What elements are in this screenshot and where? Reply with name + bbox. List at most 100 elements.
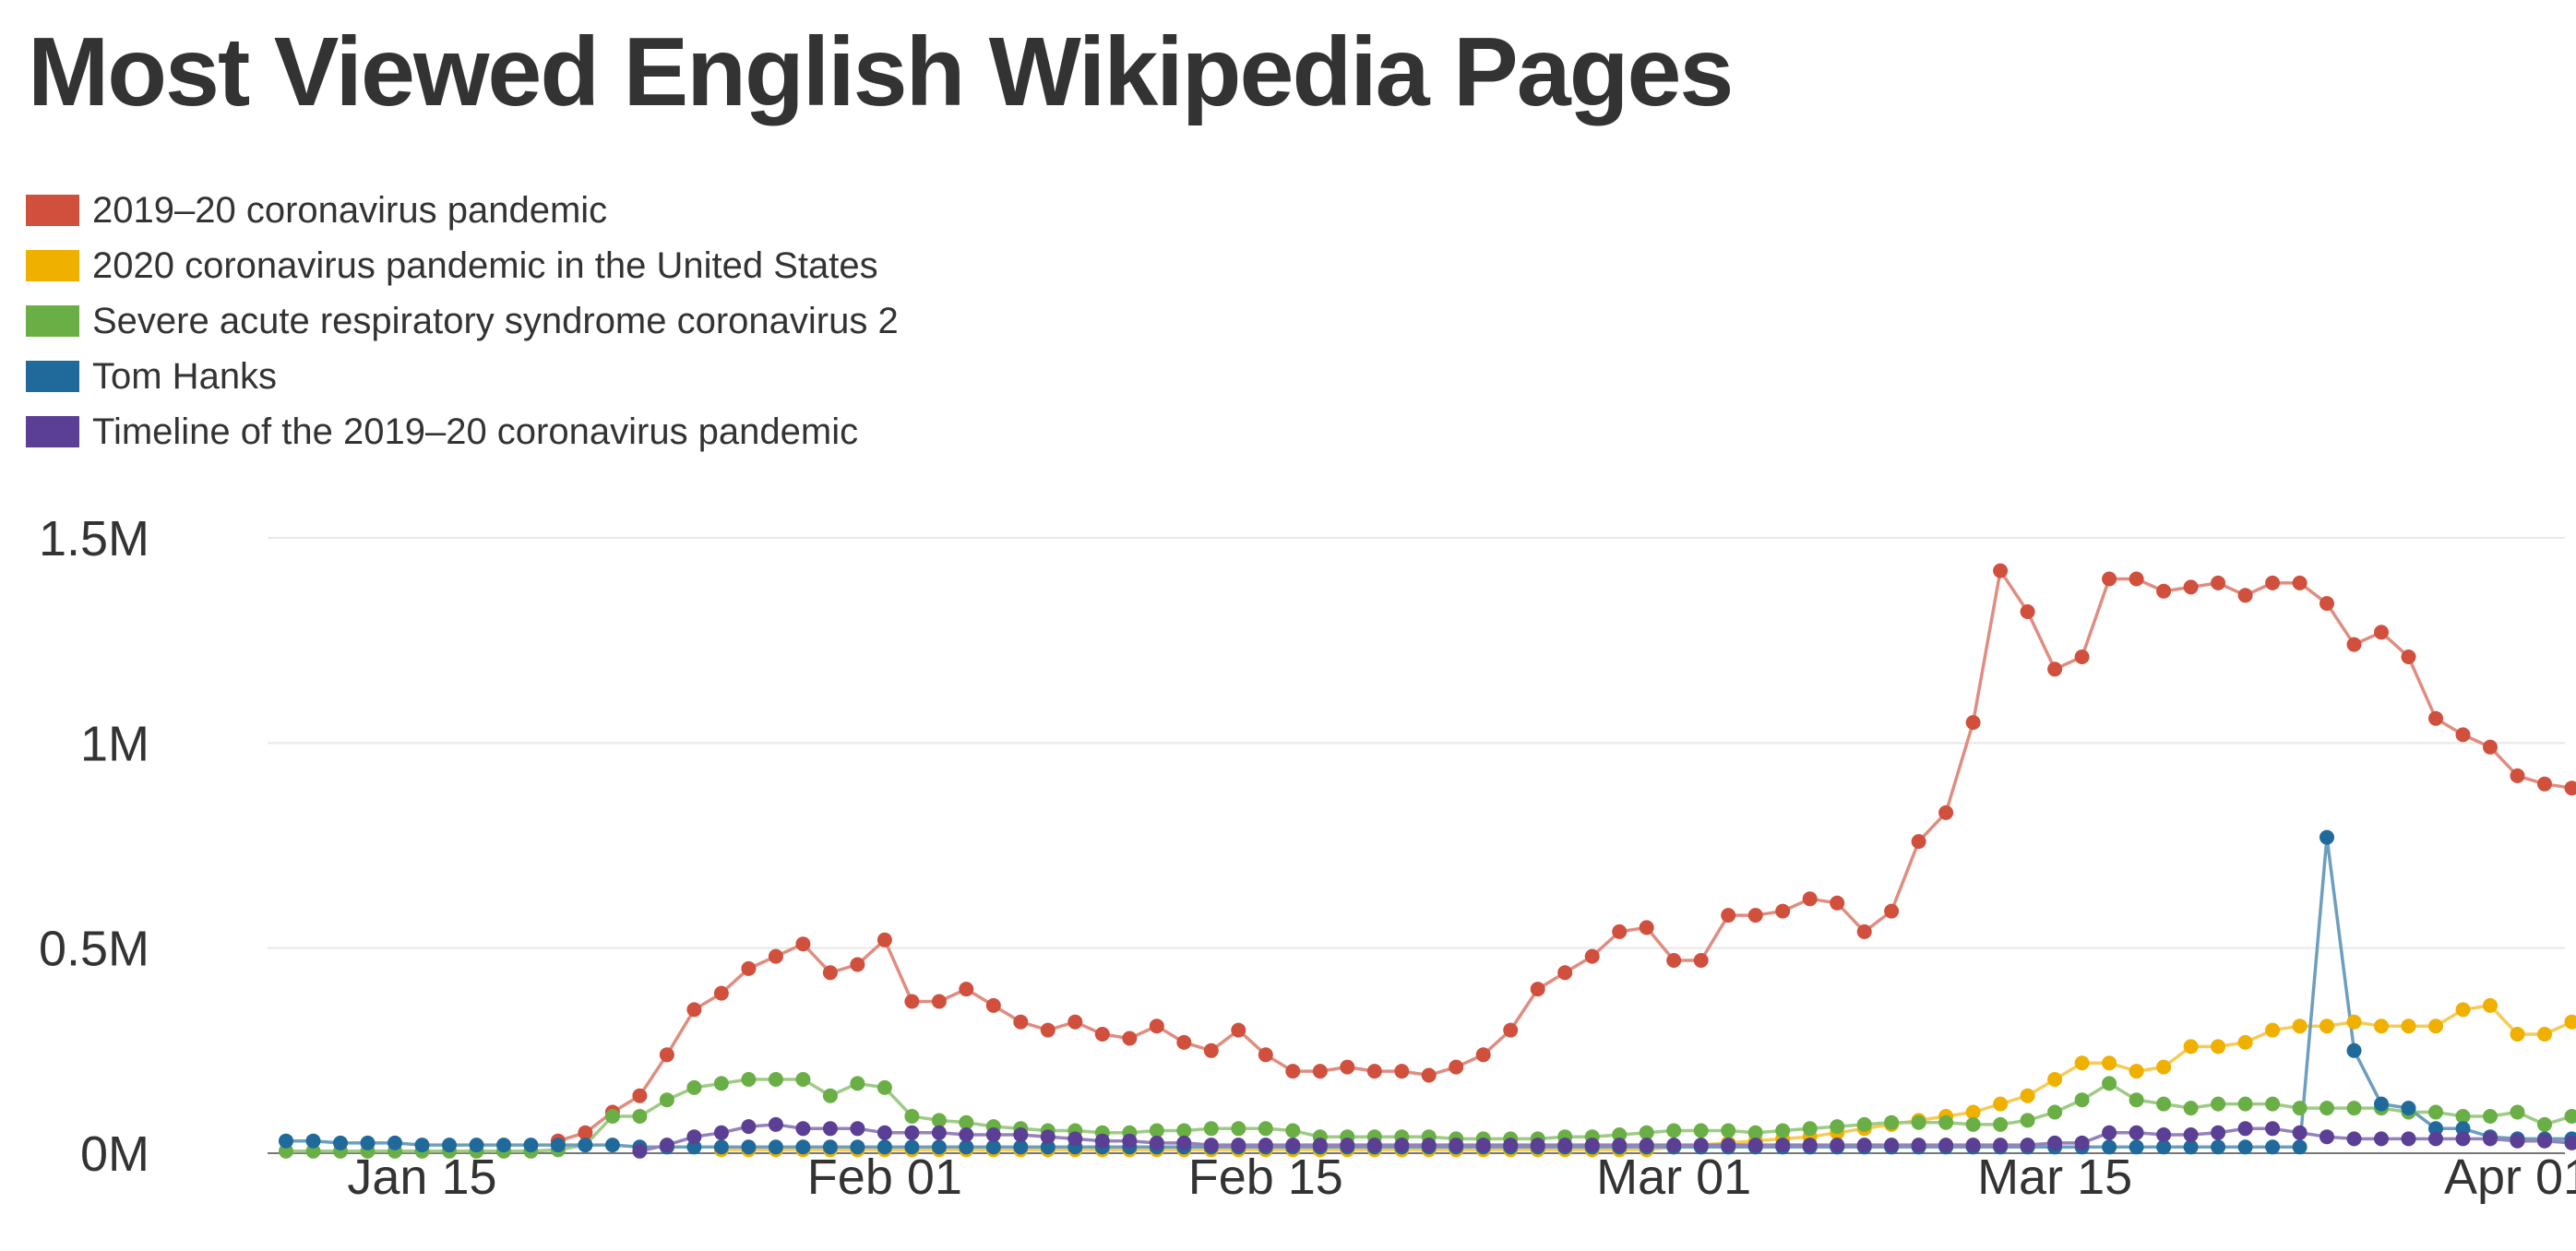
data-point [1067,1131,1083,1147]
data-point [1203,1121,1219,1137]
data-point [1993,563,2009,578]
data-point [1721,1138,1736,1153]
data-point [2510,1133,2525,1149]
data-point [496,1138,511,1153]
data-point [2074,649,2090,664]
legend-item: Severe acute respiratory syndrome corona… [26,293,899,349]
legend: 2019–20 coronavirus pandemic 2020 coronav… [26,183,899,459]
data-point [985,1139,1001,1155]
data-point [469,1138,484,1153]
data-point [2020,604,2035,619]
data-point [1094,1133,1110,1149]
x-tick-label: Feb 15 [1188,1150,1343,1205]
data-point [1203,1138,1219,1153]
data-point [1830,1119,1845,1135]
data-point [1884,903,1900,919]
data-point [713,985,729,1001]
data-point [2102,1125,2117,1140]
data-point [768,1116,783,1132]
data-point [2156,1059,2172,1075]
data-point [1231,1022,1246,1038]
data-point [604,1109,620,1124]
data-point [2455,1109,2471,1124]
data-point [1285,1123,1301,1138]
data-point [1693,1138,1709,1153]
data-point [2401,1131,2416,1147]
data-point [1421,1067,1437,1083]
data-point [2102,1055,2117,1071]
data-point [2265,1022,2281,1038]
data-point [388,1135,402,1150]
data-point [741,1139,757,1155]
data-point [604,1138,620,1153]
data-point [1802,1138,1818,1153]
x-tick-label: Mar 15 [1977,1150,2132,1205]
data-point [1938,1138,1954,1153]
data-point [850,1121,865,1137]
data-point [2102,1139,2117,1155]
data-point [1231,1138,1246,1153]
data-point [822,1088,838,1103]
data-point [2156,1139,2172,1155]
data-point [1666,953,1682,968]
data-point [2483,1109,2498,1124]
data-point [1747,1125,1763,1140]
data-point [741,1072,757,1087]
data-point [2211,1125,2226,1140]
data-point [1612,923,1628,939]
data-point [2346,1014,2362,1030]
data-point [1122,1031,1138,1046]
data-point [2455,727,2471,743]
data-point [904,1125,920,1140]
data-point [2265,1139,2281,1155]
data-point [877,1139,892,1155]
data-point [2455,1131,2471,1147]
data-point [985,1127,1001,1142]
data-point [1993,1116,2009,1132]
data-point [768,948,783,964]
data-point [1176,1135,1192,1150]
data-point [1775,1123,1791,1138]
x-tick-label: Feb 01 [807,1150,962,1205]
data-point [2074,1092,2090,1108]
data-point [1340,1138,1355,1153]
data-point [795,1139,811,1155]
legend-label: 2020 coronavirus pandemic in the United … [92,244,878,286]
data-point [713,1125,729,1140]
data-point [1475,1138,1491,1153]
x-tick-label: Mar 01 [1596,1150,1751,1205]
data-point [2428,710,2443,726]
data-point [2129,1139,2144,1155]
data-point [2292,575,2308,590]
data-point [931,1139,947,1155]
data-point [713,1139,729,1155]
data-point [1285,1138,1301,1153]
data-point [741,960,757,976]
points-layer [279,563,2576,1159]
y-tick-label: 1.5M [39,511,149,566]
data-point [2483,739,2498,755]
data-point [2292,1125,2308,1140]
data-point [2156,1096,2172,1112]
legend-swatch [26,305,79,337]
data-point [2564,1109,2576,1124]
data-point [2183,1139,2199,1155]
data-point [2074,1135,2090,1150]
data-point [686,1129,702,1145]
data-point [2237,1139,2253,1155]
data-point [1775,903,1791,919]
data-point [1366,1064,1382,1079]
data-point [1449,1138,1464,1153]
data-point [2510,768,2525,783]
data-point [2292,1139,2308,1155]
data-point [850,1076,865,1091]
data-point [795,936,811,952]
data-point [1258,1047,1273,1063]
data-point [1203,1042,1219,1058]
series-points [550,563,2576,1149]
data-point [578,1138,593,1153]
data-point [2483,997,2498,1013]
data-point [578,1125,593,1140]
data-point [2237,1121,2253,1137]
data-point [931,994,947,1009]
